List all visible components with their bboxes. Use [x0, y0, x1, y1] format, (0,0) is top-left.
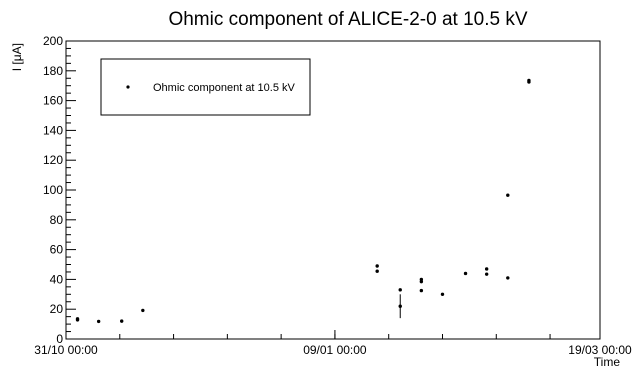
- data-point: [120, 319, 124, 323]
- y-tick-label: 200: [43, 34, 63, 48]
- y-tick-label: 180: [43, 64, 63, 78]
- y-tick-label: 140: [43, 123, 63, 137]
- y-tick-label: 40: [50, 272, 64, 286]
- data-point: [527, 78, 531, 83]
- data-point: [375, 264, 379, 268]
- y-tick-label: 60: [50, 243, 64, 257]
- y-tick-label: 0: [56, 332, 63, 346]
- y-tick-label: 20: [50, 302, 64, 316]
- y-tick-label: 80: [50, 213, 64, 227]
- legend: Ohmic component at 10.5 kV: [100, 58, 311, 116]
- y-axis-label: I [μA]: [10, 43, 24, 71]
- x-tick-label: 09/01 00:00: [303, 343, 367, 357]
- legend-marker: [126, 85, 130, 89]
- y-tick-label: 100: [43, 183, 63, 197]
- data-point: [75, 318, 80, 322]
- y-tick-label: 160: [43, 94, 63, 108]
- data-point: [463, 271, 468, 276]
- legend-box: [100, 58, 311, 116]
- data-point: [96, 319, 101, 324]
- data-point: [141, 308, 145, 313]
- data-point: [419, 279, 424, 284]
- data-point: [484, 272, 489, 276]
- data-point: [484, 267, 489, 271]
- data-point: [419, 288, 424, 293]
- x-tick-label: 31/10 00:00: [34, 343, 98, 357]
- legend-entry: Ohmic component at 10.5 kV: [153, 82, 296, 94]
- data-point: [506, 193, 510, 197]
- data-point: [398, 288, 402, 292]
- data-point: [375, 269, 379, 273]
- x-axis-label: Time: [594, 355, 621, 369]
- data-point: [506, 276, 510, 280]
- chart-title: Ohmic component of ALICE-2-0 at 10.5 kV: [168, 9, 527, 30]
- data-point: [440, 292, 445, 296]
- x-tick-label: 19/03 00:00: [568, 343, 632, 357]
- data-point: [398, 304, 402, 308]
- y-tick-label: 120: [43, 153, 63, 167]
